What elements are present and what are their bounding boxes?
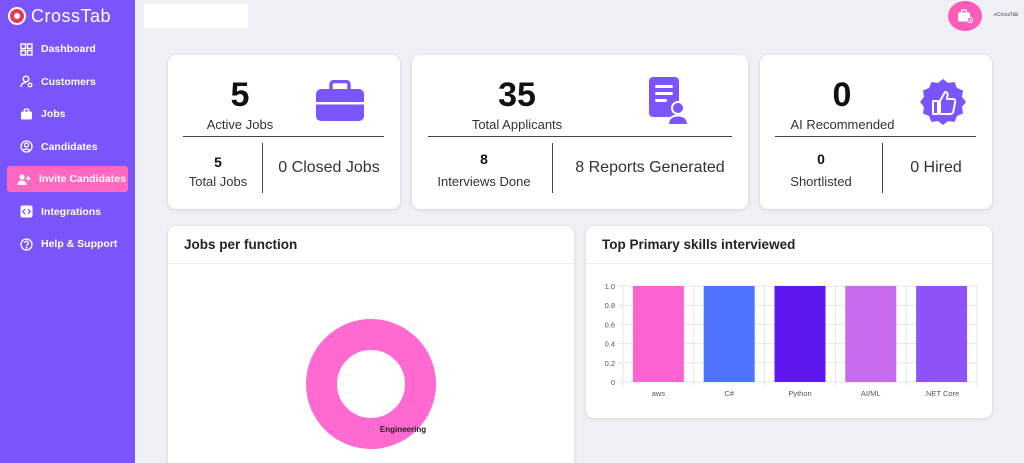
applicant-report-icon: [647, 75, 691, 132]
divider: [552, 143, 553, 193]
bar[interactable]: [845, 286, 897, 382]
bar[interactable]: [774, 286, 826, 382]
code-icon: [19, 205, 33, 219]
help-icon: [19, 237, 33, 251]
sidebar-item-label: Invite Candidates: [39, 173, 126, 185]
thumbs-up-icon: [918, 78, 968, 133]
sidebar-item-label: Integrations: [41, 205, 102, 218]
crosstab-logo-icon: [8, 7, 26, 25]
sidebar-item-integrations[interactable]: Integrations: [7, 199, 128, 225]
brand-logo[interactable]: CrossTab: [8, 5, 111, 27]
user-plus-icon: [17, 172, 31, 186]
interviews-done-value: 8: [480, 151, 488, 167]
sidebar: CrossTab Dashboard Customers Jobs Candid…: [0, 0, 135, 463]
total-jobs-value: 5: [214, 154, 222, 170]
active-jobs-card: 5 Active Jobs 5 Total Jobs 0 Closed Jobs: [168, 55, 400, 209]
sidebar-nav: Dashboard Customers Jobs Candidates Invi…: [0, 36, 135, 264]
sidebar-item-jobs[interactable]: Jobs: [7, 101, 128, 127]
total-applicants-value: 35: [498, 76, 536, 114]
briefcase-icon: [19, 107, 33, 121]
brand-name: CrossTab: [31, 5, 112, 26]
bar[interactable]: [916, 286, 968, 382]
x-tick-label: Python: [788, 389, 811, 398]
shortlisted-label: Shortlisted: [790, 174, 852, 189]
bar[interactable]: [703, 286, 755, 382]
bar[interactable]: [632, 286, 684, 382]
user-circle-icon: [19, 140, 33, 154]
divider: [168, 263, 574, 264]
customers-icon: [19, 75, 33, 89]
ai-recommended-label: AI Recommended: [790, 117, 895, 132]
x-tick-label: AI/ML: [861, 389, 881, 398]
total-applicants-card: 35 Total Applicants 8 Interviews Done 8 …: [412, 55, 748, 209]
reports-generated-label: 8 Reports Generated: [575, 159, 725, 176]
bar-chart: 0 0.2 0.4 0.6 0.8 1.0 aws C# Python AI/ML .NET Cor…: [605, 282, 978, 398]
jobs-per-function-card: Jobs per function Engineering: [168, 226, 574, 463]
interviews-done-label: Interviews Done: [437, 174, 531, 189]
briefcase-icon: [315, 79, 365, 127]
y-tick-label: 0.6: [605, 320, 615, 329]
divider: [183, 136, 384, 137]
y-tick-label: 0: [611, 378, 615, 387]
y-tick-label: 1.0: [605, 282, 615, 291]
sidebar-item-help-support[interactable]: Help & Support: [7, 231, 128, 257]
total-applicants-label: Total Applicants: [471, 117, 563, 132]
sidebar-item-label: Help & Support: [41, 238, 118, 250]
donut-slice[interactable]: [306, 319, 436, 449]
divider: [262, 143, 263, 193]
sidebar-item-customers[interactable]: Customers: [7, 69, 128, 95]
x-tick-label: aws: [652, 389, 666, 398]
divider: [775, 136, 976, 137]
closed-jobs-label: 0 Closed Jobs: [278, 159, 380, 176]
y-tick-label: 0.2: [605, 359, 615, 368]
sidebar-item-invite-candidates[interactable]: Invite Candidates: [7, 166, 128, 192]
briefcase-user-icon: [958, 9, 973, 23]
divider: [586, 263, 992, 264]
divider: [428, 136, 732, 137]
sidebar-item-label: Candidates: [41, 140, 98, 153]
x-tick-label: C#: [724, 389, 734, 398]
dashboard-icon: [19, 42, 33, 56]
top-skills-card: Top Primary skills interviewed 0 0.2 0.4 0.…: [586, 226, 992, 418]
ai-recommended-card: 0 AI Recommended 0 Shortlisted 0 Hired: [760, 55, 992, 209]
ai-recommended-value: 0: [832, 76, 852, 114]
donut-chart: Engineering: [306, 319, 436, 449]
chart-title: Jobs per function: [184, 237, 298, 252]
shortlisted-value: 0: [817, 151, 825, 167]
slice-label: Engineering: [380, 425, 426, 434]
hired-label: 0 Hired: [910, 159, 962, 176]
sidebar-item-label: Dashboard: [41, 43, 96, 55]
sidebar-item-dashboard[interactable]: Dashboard: [7, 36, 128, 62]
sidebar-item-candidates[interactable]: Candidates: [7, 134, 128, 160]
divider: [882, 143, 883, 193]
active-jobs-label: Active Jobs: [206, 117, 274, 132]
mini-brand-logo: ●CrossTab: [994, 12, 1019, 18]
sidebar-item-label: Jobs: [41, 108, 66, 120]
y-tick-label: 0.8: [605, 301, 615, 310]
chart-title: Top Primary skills interviewed: [602, 237, 796, 252]
total-jobs-label: Total Jobs: [188, 174, 248, 189]
x-tick-label: .NET Core: [924, 389, 959, 398]
profile-button[interactable]: [948, 1, 982, 31]
search-input[interactable]: [144, 4, 248, 28]
active-jobs-value: 5: [230, 76, 250, 114]
y-tick-label: 0.4: [605, 340, 615, 349]
sidebar-item-label: Customers: [41, 75, 96, 88]
